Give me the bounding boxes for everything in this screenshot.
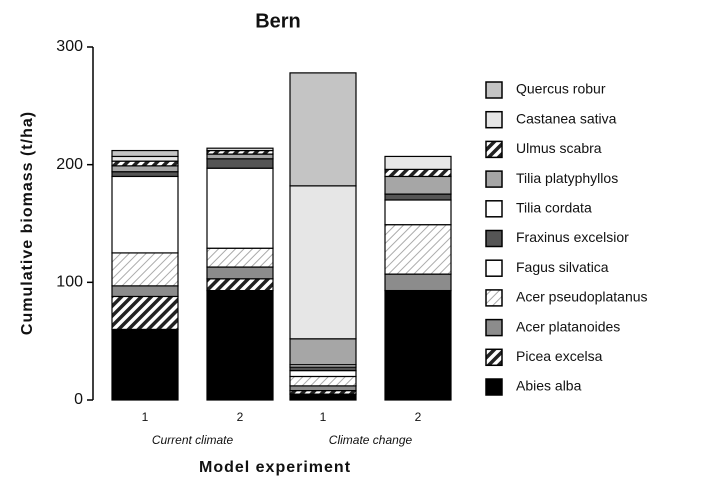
bar-segment [289, 375, 357, 387]
legend-label: Castanea sativa [516, 110, 617, 126]
legend-label: Picea excelsa [516, 348, 603, 364]
bar-segment [206, 147, 274, 152]
legend-label: Tilia cordata [516, 200, 592, 216]
legend-swatch [485, 318, 503, 337]
bar-segment [289, 369, 357, 378]
bar-segment [206, 167, 274, 249]
bar-segment [289, 393, 357, 401]
bar-segment [384, 224, 452, 275]
bar-segment [111, 285, 179, 298]
bar-segment [111, 295, 179, 331]
x-tick-label: 1 [142, 410, 149, 424]
legend-label: Fraxinus excelsior [516, 229, 629, 245]
group-label: Current climate [152, 433, 234, 447]
bar-segment [111, 328, 179, 401]
bar-segment [384, 168, 452, 178]
legend-swatch [485, 81, 503, 99]
legend-swatch [485, 229, 503, 248]
legend-label: Acer pseudoplatanus [516, 289, 648, 305]
bar-segment [111, 149, 179, 158]
legend-label: Acer platanoides [516, 318, 620, 334]
bar-segment [206, 153, 274, 160]
legend-label: Fagus silvatica [516, 259, 609, 275]
bar-segment [206, 289, 274, 401]
legend-swatch [485, 200, 503, 218]
bar-segment [206, 278, 274, 292]
bar-segment [289, 185, 357, 340]
bar-segment [206, 158, 274, 169]
x-axis-label: Model experiment [199, 459, 351, 476]
legend-label: Tilia platyphyllos [516, 170, 618, 186]
legend-swatch [485, 170, 503, 188]
y-tick-label: 100 [56, 274, 83, 291]
legend-swatch [485, 259, 503, 277]
y-tick-label: 200 [56, 156, 83, 173]
bar-segment [384, 193, 452, 201]
chart-title: Bern [255, 10, 301, 32]
bar-segment [289, 338, 357, 366]
y-tick-label: 300 [56, 38, 83, 55]
bar-segment [111, 160, 179, 167]
legend-swatch [485, 140, 503, 159]
bar-segment [206, 247, 274, 268]
legend-label: Ulmus scabra [516, 140, 602, 156]
bar-segment [289, 72, 357, 187]
bar-segment [111, 252, 179, 287]
legend-swatch [485, 378, 503, 396]
bar-segment [289, 385, 357, 392]
legend-label: Abies alba [516, 378, 582, 394]
legend-swatch [485, 110, 503, 129]
bar-segment [111, 171, 179, 178]
x-tick-label: 2 [237, 410, 244, 424]
bar-segment [384, 273, 452, 292]
bar-segment [384, 155, 452, 170]
legend-label: Quercus robur [516, 81, 606, 97]
y-tick-label: 0 [74, 391, 83, 408]
bar-segment [384, 199, 452, 226]
group-label: Climate change [329, 433, 413, 447]
legend-swatch [485, 348, 503, 367]
y-axis-label: Cumulative biomass (t/ha) [19, 111, 36, 335]
bar-segment [111, 155, 179, 162]
bar-segment [384, 289, 452, 401]
bar-segment [111, 165, 179, 173]
bar-segment [384, 175, 452, 195]
legend-swatch [485, 289, 503, 307]
bar-segment [111, 175, 179, 254]
bar-segment [206, 266, 274, 280]
x-tick-label: 2 [415, 410, 422, 424]
x-tick-label: 1 [320, 410, 327, 424]
